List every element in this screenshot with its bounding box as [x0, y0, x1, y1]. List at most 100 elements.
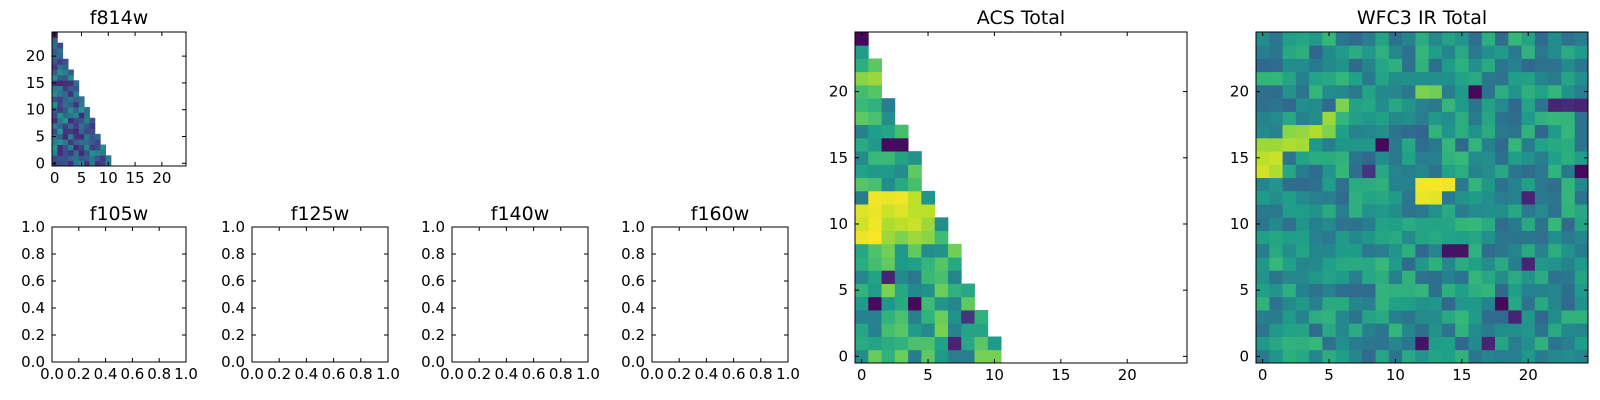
axes-frame: [51, 31, 187, 167]
heatmap-cell: [1548, 336, 1562, 351]
heatmap-cell: [908, 243, 922, 258]
heatmap-cell: [100, 149, 106, 156]
heatmap-cell: [62, 133, 69, 140]
heatmap-cell: [1441, 177, 1456, 192]
heatmap-cell: [57, 80, 64, 86]
heatmap-cell: [868, 111, 882, 126]
heatmap-cell: [1534, 283, 1549, 298]
heatmap-cell: [1282, 45, 1297, 59]
heatmap-cell: [1335, 296, 1350, 311]
x-tick-label: 0.4: [694, 365, 718, 383]
heatmap-cell: [1468, 84, 1483, 99]
panel-f105w: f105w 0.0 0.2 0.4 0.6 0.8 1.00.00.20.40.60.81…: [21, 203, 198, 383]
heatmap-cell: [1548, 230, 1562, 245]
heatmap-cell: [1495, 124, 1509, 139]
heatmap-cell: [1282, 283, 1297, 298]
panel-f125w: f125w 0.0 0.2 0.4 0.6 0.8 1.00.00.20.40.60.81…: [221, 203, 400, 383]
x-tick-label: 15: [126, 169, 145, 187]
heatmap-cell: [1548, 71, 1562, 86]
heatmap-cell: [1402, 124, 1416, 139]
heatmap-cell: [908, 336, 922, 351]
heatmap-cell: [1375, 71, 1390, 86]
heatmap-cell: [1574, 58, 1589, 73]
heatmap-cell: [1574, 270, 1589, 284]
heatmap-cell: [1322, 190, 1337, 205]
heatmap-cell: [62, 144, 69, 151]
heatmap-cell: [1282, 296, 1297, 311]
heatmap-cell: [1548, 151, 1562, 165]
heatmap-cell: [1508, 124, 1522, 139]
heatmap-cell: [1508, 111, 1522, 126]
heatmap-cell: [1388, 177, 1403, 192]
heatmap-cell: [1415, 230, 1430, 245]
y-tick-label: 10: [1230, 215, 1249, 233]
heatmap-cell: [1574, 111, 1589, 126]
heatmap-cell: [1441, 137, 1456, 152]
x-tick-label: 5: [77, 169, 87, 187]
heatmap-cell: [1415, 336, 1430, 351]
x-tick-label: 5: [1324, 366, 1334, 384]
heatmap-cell: [1521, 45, 1536, 59]
heatmap-cell: [52, 128, 58, 135]
heatmap-cell: [1468, 349, 1483, 364]
heatmap-cell: [1548, 243, 1562, 258]
heatmap-cell: [1481, 164, 1496, 179]
heatmap-cell: [84, 139, 90, 145]
heatmap-cell: [1574, 230, 1589, 245]
heatmap-cell: [947, 349, 962, 364]
heatmap-cell: [1495, 243, 1509, 258]
axes-frame: [854, 31, 1188, 364]
heatmap-cell: [1375, 58, 1390, 73]
heatmap-cell: [1495, 283, 1509, 298]
heatmap-cell: [73, 117, 80, 124]
heatmap-cell: [1428, 98, 1443, 112]
heatmap-cell: [1256, 336, 1270, 351]
heatmap-cell: [1269, 257, 1283, 271]
heatmap-cell: [1402, 164, 1416, 179]
heatmap-cell: [1455, 243, 1469, 258]
heatmap-cell: [1402, 111, 1416, 126]
heatmap-cell: [1415, 243, 1430, 258]
heatmap-cell: [1441, 32, 1456, 46]
heatmap-cell: [855, 32, 869, 46]
heatmap-cell: [1468, 151, 1483, 165]
heatmap-cell: [1269, 310, 1283, 324]
heatmap-cell: [62, 96, 69, 103]
heatmap-cell: [1295, 84, 1310, 99]
heatmap-cell: [1322, 58, 1337, 73]
heatmap-cell: [1309, 137, 1323, 152]
heatmap-cell: [1574, 177, 1589, 192]
heatmap-cell: [1455, 310, 1469, 324]
heatmap-cell: [1508, 204, 1522, 218]
heatmap-cell: [89, 139, 96, 145]
heatmap-cell: [1521, 257, 1536, 271]
heatmap-cell: [94, 144, 101, 151]
heatmap-cell: [1402, 71, 1416, 86]
heatmap-cell: [105, 155, 112, 162]
heatmap-cell: [1455, 98, 1469, 112]
heatmap-cell: [73, 128, 80, 135]
heatmap-cell: [1534, 257, 1549, 271]
heatmap-cell: [1309, 111, 1323, 126]
y-tick-label: 0: [1239, 347, 1249, 365]
heatmap-cell: [894, 296, 909, 311]
heatmap-cell: [855, 98, 869, 112]
heatmap-cell: [1282, 204, 1297, 218]
heatmap-cell: [1495, 230, 1509, 245]
heatmap-cell: [868, 349, 882, 364]
heatmap-cell: [1455, 257, 1469, 271]
heatmap-cell: [881, 243, 896, 258]
heatmap-cell: [1309, 58, 1323, 73]
heatmap-cell: [1441, 310, 1456, 324]
heatmap-cell: [1481, 190, 1496, 205]
heatmap-cell: [1335, 32, 1350, 46]
heatmap-cell: [894, 257, 909, 271]
y-tick-label: 10: [829, 215, 848, 233]
heatmap-cell: [52, 149, 58, 156]
heatmap-cell: [1309, 190, 1323, 205]
heatmap-cell: [908, 177, 922, 192]
heatmap-cell: [934, 230, 949, 245]
heatmap-cell: [1388, 111, 1403, 126]
heatmap-cell: [1309, 349, 1323, 364]
heatmap-cell: [78, 144, 85, 151]
